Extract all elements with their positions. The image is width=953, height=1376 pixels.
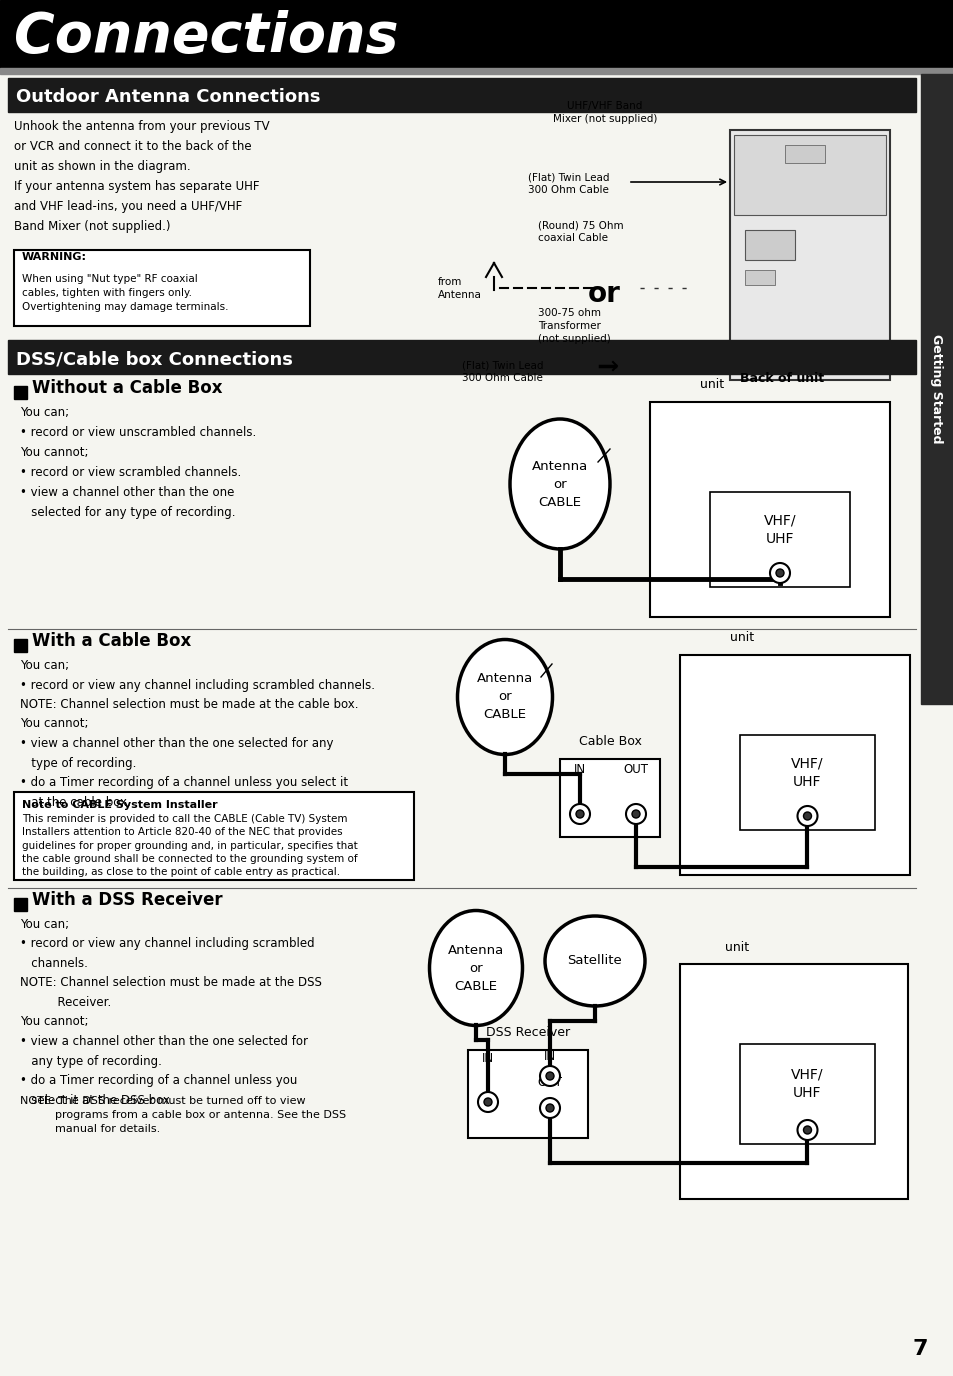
- Circle shape: [545, 1072, 554, 1080]
- Text: Connections: Connections: [14, 10, 398, 65]
- Bar: [733, 135, 885, 215]
- Text: Without a Cable Box: Without a Cable Box: [32, 378, 222, 398]
- Circle shape: [545, 1104, 554, 1112]
- Circle shape: [797, 806, 817, 826]
- Text: unit: unit: [700, 378, 723, 391]
- Bar: [14, 899, 27, 911]
- Circle shape: [802, 812, 811, 820]
- Text: Antenna
or
CABLE: Antenna or CABLE: [476, 673, 533, 721]
- Text: Cable Box: Cable Box: [578, 735, 640, 749]
- Bar: [8, 340, 915, 374]
- Ellipse shape: [544, 916, 644, 1006]
- Text: Back of unit: Back of unit: [740, 372, 823, 385]
- Bar: [14, 250, 310, 326]
- Bar: [729, 129, 889, 380]
- Bar: [8, 78, 915, 111]
- Bar: [0, 0, 953, 67]
- Circle shape: [539, 1098, 559, 1117]
- Text: With a DSS Receiver: With a DSS Receiver: [32, 892, 222, 910]
- Text: OUT: OUT: [623, 764, 648, 776]
- Text: This reminder is provided to call the CABLE (Cable TV) System
Installers attenti: This reminder is provided to call the CA…: [22, 815, 357, 878]
- Text: You can;
• record or view unscrambled channels.
You cannot;
• record or view scr: You can; • record or view unscrambled ch…: [20, 406, 256, 519]
- Bar: [14, 638, 27, 652]
- Circle shape: [483, 1098, 492, 1106]
- Ellipse shape: [457, 640, 552, 754]
- Ellipse shape: [429, 911, 522, 1025]
- Ellipse shape: [510, 420, 609, 549]
- Circle shape: [802, 1126, 811, 1134]
- Text: IN: IN: [574, 764, 585, 776]
- Bar: [0, 67, 953, 74]
- Bar: [784, 144, 824, 162]
- Text: 300-75 ohm
Transformer
(not supplied): 300-75 ohm Transformer (not supplied): [537, 308, 610, 344]
- Text: Outdoor Antenna Connections: Outdoor Antenna Connections: [16, 88, 320, 106]
- Text: NOTE: The DSS receiver must be turned off to view
          programs from a cabl: NOTE: The DSS receiver must be turned of…: [20, 1097, 346, 1134]
- Text: You can;
• record or view any channel including scrambled
   channels.
NOTE: Cha: You can; • record or view any channel in…: [20, 918, 321, 1106]
- Text: Antenna
or
CABLE: Antenna or CABLE: [532, 460, 587, 509]
- Text: unit: unit: [724, 941, 748, 954]
- Text: Antenna
or
CABLE: Antenna or CABLE: [447, 944, 503, 992]
- Text: UHF/VHF Band
Mixer (not supplied): UHF/VHF Band Mixer (not supplied): [552, 100, 657, 124]
- Text: (Flat) Twin Lead
300 Ohm Cable: (Flat) Twin Lead 300 Ohm Cable: [461, 361, 543, 383]
- Text: WARNING:: WARNING:: [22, 252, 87, 261]
- Text: Unhook the antenna from your previous TV
or VCR and connect it to the back of th: Unhook the antenna from your previous TV…: [14, 120, 270, 233]
- Text: Getting Started: Getting Started: [929, 334, 943, 443]
- Text: 7: 7: [911, 1339, 926, 1359]
- Text: Satellite: Satellite: [567, 955, 621, 967]
- Text: IN: IN: [543, 1050, 556, 1064]
- Bar: [740, 1044, 874, 1143]
- Text: IN: IN: [481, 1053, 494, 1065]
- Text: Note to CABLE System Installer: Note to CABLE System Installer: [22, 799, 217, 810]
- Circle shape: [631, 810, 639, 817]
- Bar: [709, 493, 849, 588]
- Text: With a Cable Box: With a Cable Box: [32, 632, 191, 649]
- Bar: [468, 1050, 587, 1138]
- Text: from
Antenna: from Antenna: [437, 277, 481, 300]
- Circle shape: [775, 570, 783, 577]
- Circle shape: [625, 804, 645, 824]
- Text: DSS Receiver: DSS Receiver: [485, 1026, 570, 1039]
- Text: You can;
• record or view any channel including scrambled channels.
NOTE: Channe: You can; • record or view any channel in…: [20, 659, 375, 809]
- Circle shape: [576, 810, 583, 817]
- Bar: [679, 965, 907, 1198]
- Text: VHF/
UHF: VHF/ UHF: [790, 1068, 822, 1101]
- Text: unit: unit: [729, 632, 753, 644]
- Text: or: or: [587, 279, 619, 308]
- Circle shape: [539, 1066, 559, 1086]
- Circle shape: [797, 1120, 817, 1139]
- Bar: [14, 387, 27, 399]
- Bar: [559, 760, 659, 837]
- Text: OUT: OUT: [537, 1076, 562, 1088]
- Bar: [14, 793, 414, 881]
- Bar: [744, 230, 794, 260]
- Text: (Round) 75 Ohm
coaxial Cable: (Round) 75 Ohm coaxial Cable: [537, 220, 623, 244]
- Circle shape: [569, 804, 589, 824]
- Text: (Flat) Twin Lead
300 Ohm Cable: (Flat) Twin Lead 300 Ohm Cable: [527, 172, 609, 195]
- Bar: [920, 74, 953, 705]
- Circle shape: [769, 563, 789, 583]
- Text: VHF/
UHF: VHF/ UHF: [790, 757, 822, 790]
- Text: When using "Nut type" RF coaxial
cables, tighten with fingers only.
Overtighteni: When using "Nut type" RF coaxial cables,…: [22, 274, 229, 312]
- Bar: [744, 270, 774, 285]
- Bar: [649, 402, 889, 616]
- Text: VHF/
UHF: VHF/ UHF: [763, 513, 796, 546]
- Text: DSS/Cable box Connections: DSS/Cable box Connections: [16, 350, 293, 367]
- Circle shape: [477, 1093, 497, 1112]
- Bar: [679, 655, 909, 875]
- Bar: [740, 735, 874, 830]
